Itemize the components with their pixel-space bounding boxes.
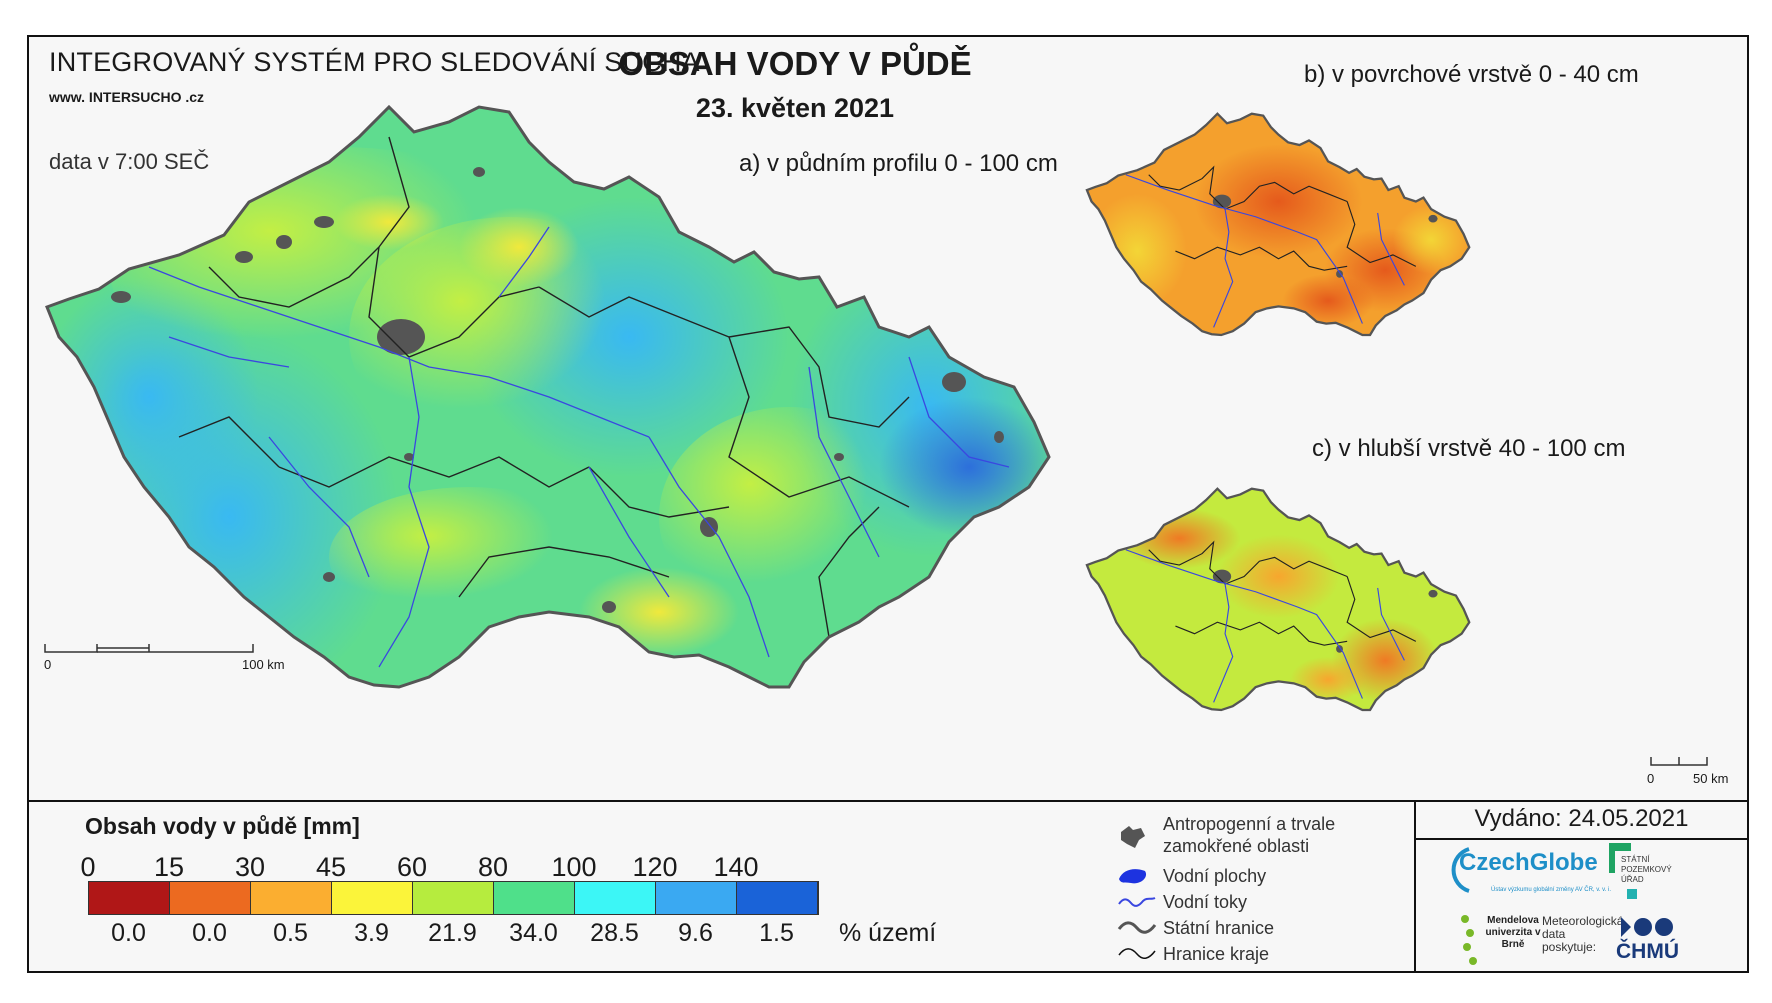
legend-tick-0: 0 (80, 852, 96, 882)
legend-title: Obsah vody v půdě [mm] (85, 813, 360, 839)
scale-main-end: 100 km (242, 657, 285, 672)
scale-small-end: 50 km (1693, 771, 1729, 786)
legend-tick-4: 60 (396, 852, 428, 882)
legend-percent-5: 34.0 (509, 919, 558, 947)
chmu-note: Meteorologická data poskytuje: (1542, 914, 1624, 954)
map-c (1085, 487, 1471, 712)
map-b-label: b) v povrchové vrstvě 0 - 40 cm (1304, 61, 1639, 88)
legend-swatch-5 (494, 882, 575, 914)
legend-tick-5: 80 (477, 852, 509, 882)
legend-tick-8: 140 (713, 852, 759, 882)
legend-color-bar (88, 881, 819, 915)
legend-swatch-2 (251, 882, 332, 914)
legend-percent-unit: % území (839, 919, 937, 947)
gray-wavy-line-icon (1117, 921, 1157, 934)
scale-small-bar (1650, 757, 1708, 766)
scale-main-zero: 0 (44, 657, 52, 672)
legend-swatch-6 (575, 882, 656, 914)
map-frame: INTEGROVANÝ SYSTÉM PRO SLEDOVÁNÍ SUCHA w… (27, 35, 1749, 973)
bottom-separator (29, 800, 1747, 802)
legend-percent-4: 21.9 (428, 919, 477, 947)
legend-swatch-7 (656, 882, 737, 914)
symbol-region-border: Hranice kraje (1163, 944, 1270, 964)
legend-swatch-1 (170, 882, 251, 914)
czechglobe-logo: CzechGlobe (1459, 849, 1598, 876)
symbol-anthropogenic: Antropogenní a trvale zamokřené oblasti (1163, 814, 1336, 856)
legend-percent-0: 0.0 (111, 919, 146, 947)
map-a (44, 105, 1051, 689)
legend-percent-8: 1.5 (759, 919, 794, 947)
legend-tick-6: 100 (551, 852, 597, 882)
legend-tick-7: 120 (632, 852, 678, 882)
black-wavy-line-icon (1118, 948, 1156, 959)
issued-date: Vydáno: 24.05.2021 (1474, 805, 1689, 832)
czechglobe-subtitle: Ústav výzkumu globální změny AV ČR, v. v… (1491, 887, 1612, 893)
spu-logo: STÁTNÍ POZEMKOVÝ ÚŘAD (1621, 855, 1672, 884)
symbol-rivers: Vodní toky (1163, 892, 1248, 912)
gray-blob-icon (1121, 826, 1145, 848)
blue-blob-icon (1119, 869, 1147, 884)
legend-percent-1: 0.0 (192, 919, 227, 947)
data-time: data v 7:00 SEČ (49, 149, 210, 174)
legend-tick-3: 45 (315, 852, 347, 882)
legend-percent-3: 3.9 (354, 919, 389, 947)
legend-swatch-3 (332, 882, 413, 914)
legend-tick-2: 30 (234, 852, 266, 882)
scale-small-zero: 0 (1647, 771, 1655, 786)
chmu-emblem-icon (1621, 917, 1673, 937)
legend-percent-2: 0.5 (273, 919, 308, 947)
website-label[interactable]: www. INTERSUCHO .cz (49, 89, 205, 105)
map-b (1085, 112, 1471, 337)
legend-swatch-8 (737, 882, 818, 914)
mendelu-logo: Mendelova univerzita v Brně (1485, 915, 1541, 950)
legend-swatch-4 (413, 882, 494, 914)
mendelu-dots-icon (1461, 915, 1477, 965)
wavy-blue-line-icon (1118, 897, 1156, 907)
map-c-label: c) v hlubší vrstvě 40 - 100 cm (1312, 435, 1626, 462)
legend-swatch-0 (89, 882, 170, 914)
legend-tick-1: 15 (153, 852, 185, 882)
map-a-label: a) v půdním profilu 0 - 100 cm (739, 150, 1058, 177)
vertical-separator (1414, 800, 1416, 973)
spu-logo-icon (1609, 843, 1637, 899)
symbol-water-bodies: Vodní plochy (1163, 866, 1267, 886)
symbol-state-border: Státní hranice (1163, 918, 1275, 938)
legend-percent-6: 28.5 (590, 919, 639, 947)
system-title: INTEGROVANÝ SYSTÉM PRO SLEDOVÁNÍ SUCHA (49, 47, 700, 77)
legend-percent-7: 9.6 (678, 919, 713, 947)
czechglobe-arc-icon (1451, 847, 1470, 893)
chmu-logo: ČHMÚ (1616, 940, 1679, 963)
issued-separator (1416, 838, 1747, 840)
